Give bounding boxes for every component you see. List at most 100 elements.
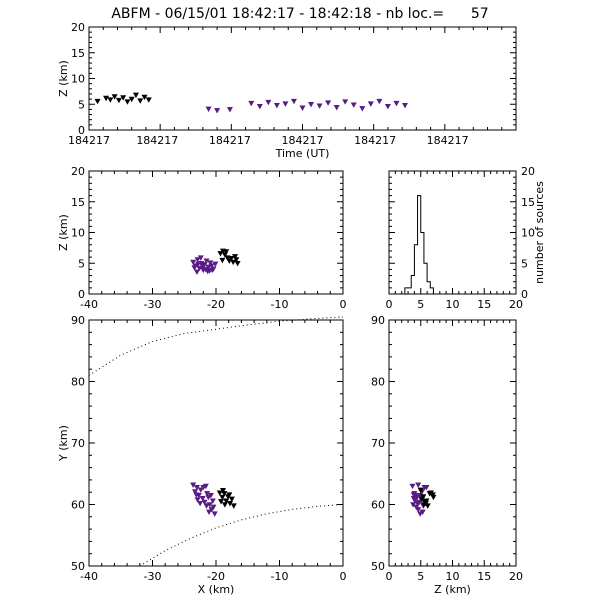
x-z-point (233, 257, 240, 263)
plan-view-point (211, 511, 218, 517)
plan-view-point (226, 492, 233, 498)
x-z-point (223, 249, 230, 255)
z-y-point (423, 484, 430, 491)
height-histogram-xtick-label: 15 (477, 298, 491, 311)
plan-view-ylabel: Y (km) (57, 425, 70, 462)
x-z-point (194, 257, 201, 263)
plan-view-ytick-label: 50 (71, 560, 85, 573)
x-z-points (190, 248, 241, 275)
z-y-point (409, 483, 416, 490)
z-y-ytick-label: 80 (371, 376, 385, 389)
height-histogram-xtick-label: 10 (446, 298, 460, 311)
plan-view-point (219, 488, 226, 494)
time-height-point (132, 92, 139, 99)
x-z-xtick-label: -40 (80, 298, 98, 311)
time-height-point (137, 98, 144, 104)
x-z-point (234, 260, 241, 267)
x-z-point (219, 257, 226, 264)
plan-view-point (206, 509, 213, 515)
time-height-point (308, 101, 315, 108)
x-z-panel: 0 5 10 15 20 -40 -30 -20 -10 0 Z (km) (57, 165, 347, 311)
time-height-ytick-label: 15 (71, 47, 85, 60)
x-z-point (197, 255, 204, 261)
z-y-xlabel: Z (km) (434, 583, 471, 596)
z-y-point (414, 500, 421, 507)
time-height-point (350, 102, 357, 108)
time-height-point (376, 98, 383, 105)
z-y-point (429, 492, 436, 498)
plan-view-point (221, 502, 228, 508)
z-y-ytick-label: 70 (371, 437, 385, 450)
plan-view-frame (88, 319, 344, 567)
z-y-point (417, 511, 424, 517)
plan-view-point (201, 499, 208, 506)
plan-view-point (230, 503, 237, 509)
x-z-xtick-label: 0 (340, 298, 347, 311)
z-y-frame (388, 319, 517, 567)
x-z-point (228, 256, 235, 262)
time-height-xtick-label: 184217 (68, 134, 110, 147)
time-height-point (290, 98, 297, 105)
time-height-frame (88, 26, 517, 131)
z-y-point (413, 494, 420, 501)
plan-view-xtick-label: 0 (340, 570, 347, 583)
z-y-ytick-label: 60 (371, 499, 385, 512)
z-y-xtick-label: 20 (509, 570, 523, 583)
x-z-xtick-label: -30 (144, 298, 162, 311)
figure-title: ABFM - 06/15/01 18:42:17 - 18:42:18 - nb… (111, 6, 488, 22)
x-z-ytick-label: 0 (78, 288, 85, 301)
z-y-point (424, 503, 431, 509)
time-height-point (393, 100, 400, 107)
z-y-xtick-label: 15 (477, 570, 491, 583)
time-height-point (124, 99, 131, 105)
time-height-point (325, 100, 332, 106)
time-height-point (333, 105, 340, 111)
x-z-point (224, 255, 231, 261)
plan-view-point (197, 500, 204, 507)
x-z-ytick-label: 15 (71, 196, 85, 209)
height-histogram-xtick-label: 20 (509, 298, 523, 311)
plan-view-point (207, 492, 214, 499)
plan-view-point (209, 498, 216, 504)
plan-view-xtick-label: -10 (271, 570, 289, 583)
time-height-point (226, 107, 233, 113)
plan-view-xtick-label: -40 (80, 570, 98, 583)
z-y-point (410, 492, 417, 498)
time-height-ytick-label: 5 (78, 98, 85, 111)
plan-view-point (202, 483, 209, 490)
time-height-point (115, 97, 122, 104)
plan-view-point (194, 497, 201, 503)
plan-view-point (219, 494, 226, 501)
time-height-ytick-label: 20 (71, 21, 85, 34)
plan-view-point (218, 499, 225, 505)
height-histogram-ylabel: number of sources (533, 181, 546, 284)
time-height-point (141, 94, 148, 101)
x-z-ylabel: Z (km) (57, 214, 70, 251)
x-z-point (212, 261, 219, 267)
height-histogram-ytick-label: 20 (521, 165, 535, 178)
z-y-ytick-label: 90 (371, 314, 385, 327)
plan-view-ytick-label: 70 (71, 437, 85, 450)
time-height-point (214, 108, 221, 114)
time-height-point (384, 104, 391, 110)
time-height-point (103, 95, 110, 102)
z-y-ytick-label: 50 (371, 560, 385, 573)
x-z-xtick-label: -10 (271, 298, 289, 311)
x-z-point (217, 251, 224, 257)
time-height-point (367, 101, 374, 107)
height-histogram-histogram-step (389, 195, 516, 295)
x-z-point (230, 259, 237, 266)
time-height-point (265, 99, 272, 106)
x-z-xtick-label: -20 (207, 298, 225, 311)
plan-view-ytick-label: 90 (71, 314, 85, 327)
z-y-point (419, 509, 426, 515)
z-y-point (415, 482, 422, 488)
time-height-point (273, 102, 280, 109)
time-height-xtick-label: 184217 (427, 134, 469, 147)
plan-view-point (228, 496, 235, 503)
time-height-points (94, 92, 408, 114)
z-y-point (421, 499, 428, 505)
time-height-point (359, 106, 366, 112)
time-height-point (205, 106, 212, 113)
